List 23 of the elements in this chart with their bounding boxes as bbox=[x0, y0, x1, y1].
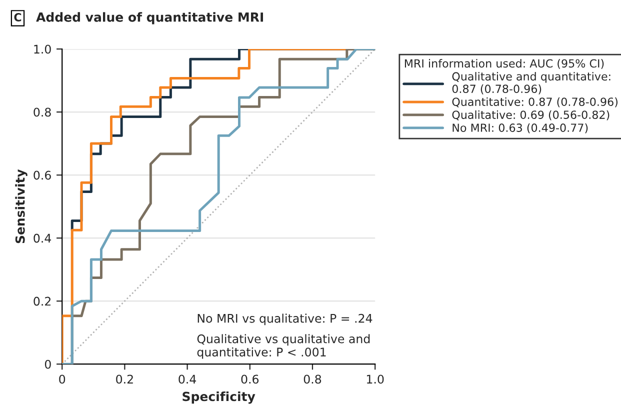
y-tick-label: 0 bbox=[44, 360, 51, 369]
legend-label: Qualitative: 0.69 (0.56-0.82) bbox=[452, 110, 610, 120]
legend-label: No MRI: 0.63 (0.49-0.77) bbox=[452, 123, 588, 134]
x-tick-label: 0.6 bbox=[241, 374, 259, 384]
y-tick-label: 0.2 bbox=[34, 296, 50, 306]
chart-title: Added value of quantitative MRI bbox=[36, 12, 263, 24]
x-axis-title: Specificity bbox=[182, 391, 256, 404]
legend-label: Qualitative and quantitative: 0.87 (0.78-0.96) bbox=[452, 72, 610, 94]
legend-title: MRI information used: AUC (95% CI) bbox=[404, 59, 604, 69]
annotation: Qualitative vs qualitative and quantitative: P < .001 bbox=[197, 334, 370, 359]
y-tick-label: 0.4 bbox=[34, 234, 52, 243]
annotation: No MRI vs qualitative: P = .24 bbox=[198, 314, 372, 326]
y-tick-label: 0.8 bbox=[34, 108, 51, 117]
x-tick-label: 0.2 bbox=[116, 374, 133, 384]
x-tick-label: 0 bbox=[59, 374, 66, 384]
y-tick-label: 1.0 bbox=[34, 44, 51, 54]
x-tick-label: 1.0 bbox=[366, 374, 384, 384]
x-tick-label: 0.8 bbox=[304, 374, 322, 384]
y-tick-label: 0.6 bbox=[34, 170, 51, 180]
x-tick-label: 0.4 bbox=[178, 374, 196, 384]
text: C bbox=[14, 13, 22, 22]
legend-label: Quantitative: 0.87 (0.78-0.96) bbox=[452, 97, 618, 108]
y-axis-title: Sensitivity bbox=[15, 169, 28, 244]
